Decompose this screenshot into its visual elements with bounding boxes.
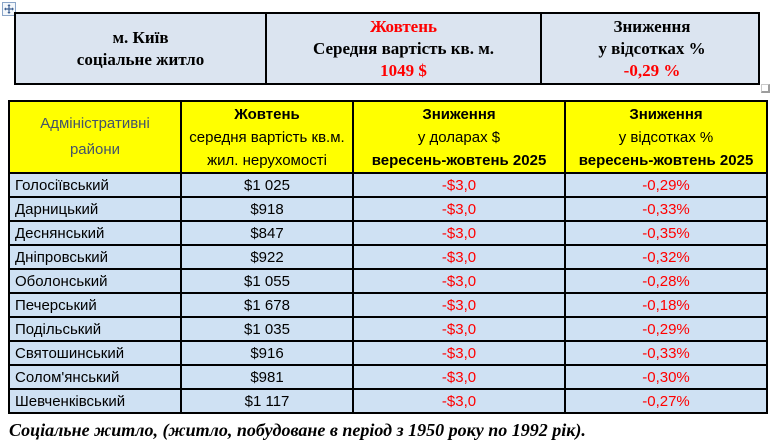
district-pct-change: -0,29% [564,174,766,196]
table-row: Оболонський $1 055 -$3,0 -0,28% [10,268,766,292]
district-usd-change: -$3,0 [352,366,564,388]
table-row: Солом'янський $981 -$3,0 -0,30% [10,364,766,388]
document-caption: Соціальне житло, (житло, побудоване в пе… [9,420,586,440]
summary-table: м. Київ соціальне житло Жовтень Середня … [14,12,760,85]
district-usd-change: -$3,0 [352,246,564,268]
district-price: $1 678 [180,294,352,316]
district-price: $916 [180,342,352,364]
district-usd-change: -$3,0 [352,270,564,292]
district-pct-change: -0,32% [564,246,766,268]
table-row: Шевченківський $1 117 -$3,0 -0,27% [10,388,766,412]
header-usd-line1: Зниження [422,105,496,123]
district-pct-change: -0,30% [564,366,766,388]
summary-decline-value: -0,29 % [623,60,681,80]
header-pct-line2: у відсотках % [618,128,714,146]
header-price-line3: жил. нерухомості [207,151,327,169]
districts-table-header: Адміністративні райони Жовтень середня в… [10,102,766,172]
district-name: Дніпровський [15,248,109,266]
header-price-line2: середня вартість кв.м. [189,128,345,146]
district-price: $922 [180,246,352,268]
district-price: $847 [180,222,352,244]
header-usd-line3: вересень-жовтень 2025 [371,151,547,169]
district-name: Оболонський [15,272,108,290]
header-pct-line1: Зниження [629,105,703,123]
district-pct-change: -0,33% [564,342,766,364]
district-price: $1 055 [180,270,352,292]
table-row: Деснянський $847 -$3,0 -0,35% [10,220,766,244]
table-row: Подільський $1 035 -$3,0 -0,29% [10,316,766,340]
district-name: Голосіївський [15,176,109,194]
district-name: Дарницький [15,200,99,218]
district-name: Подільський [15,320,102,338]
district-price: $918 [180,198,352,220]
summary-avg-price-value: 1049 $ [380,60,427,80]
district-name: Печерський [15,296,97,314]
summary-month-label: Жовтень [369,16,438,36]
summary-city-line1: м. Київ [112,27,169,47]
header-price-line1: Жовтень [234,105,300,123]
district-usd-change: -$3,0 [352,342,564,364]
district-usd-change: -$3,0 [352,390,564,412]
district-usd-change: -$3,0 [352,222,564,244]
district-price: $1 035 [180,318,352,340]
district-price: $1 025 [180,174,352,196]
district-pct-change: -0,18% [564,294,766,316]
header-usd-change: Зниження у доларах $ вересень-жовтень 20… [352,102,564,172]
districts-table: Адміністративні райони Жовтень середня в… [8,100,768,414]
district-usd-change: -$3,0 [352,318,564,340]
header-price: Жовтень середня вартість кв.м. жил. неру… [180,102,352,172]
district-price: $1 117 [180,390,352,412]
district-pct-change: -0,35% [564,222,766,244]
header-pct-change: Зниження у відсотках % вересень-жовтень … [564,102,766,172]
table-resize-handle[interactable] [761,84,770,93]
district-pct-change: -0,27% [564,390,766,412]
district-name: Шевченківський [15,392,126,410]
table-row: Голосіївський $1 025 -$3,0 -0,29% [10,172,766,196]
summary-decline-label: Зниження [613,16,691,36]
table-row: Дарницький $918 -$3,0 -0,33% [10,196,766,220]
summary-avg-price-label: Середня вартість кв. м. [312,38,495,58]
table-row: Святошинський $916 -$3,0 -0,33% [10,340,766,364]
move-icon [4,4,14,14]
district-name: Солом'янський [15,368,120,386]
district-usd-change: -$3,0 [352,198,564,220]
header-districts-line2: райони [69,141,121,158]
table-row: Дніпровський $922 -$3,0 -0,32% [10,244,766,268]
header-usd-line2: у доларах $ [417,128,501,146]
summary-cell-decline: Зниження у відсотках % -0,29 % [540,14,762,83]
header-pct-line3: вересень-жовтень 2025 [578,151,754,169]
district-name: Святошинський [15,344,125,362]
summary-cell-city: м. Київ соціальне житло [16,14,265,83]
district-price: $981 [180,366,352,388]
district-usd-change: -$3,0 [352,294,564,316]
summary-city-line2: соціальне житло [76,49,205,69]
summary-decline-unit: у відсотках % [598,38,706,58]
district-name: Деснянський [15,224,105,242]
header-districts: Адміністративні райони [10,102,180,172]
header-districts-line1: Адміністративні [40,115,150,132]
summary-cell-month-price: Жовтень Середня вартість кв. м. 1049 $ [265,14,540,83]
table-move-handle[interactable] [2,2,16,16]
district-pct-change: -0,28% [564,270,766,292]
table-row: Печерський $1 678 -$3,0 -0,18% [10,292,766,316]
district-pct-change: -0,33% [564,198,766,220]
district-pct-change: -0,29% [564,318,766,340]
district-usd-change: -$3,0 [352,174,564,196]
